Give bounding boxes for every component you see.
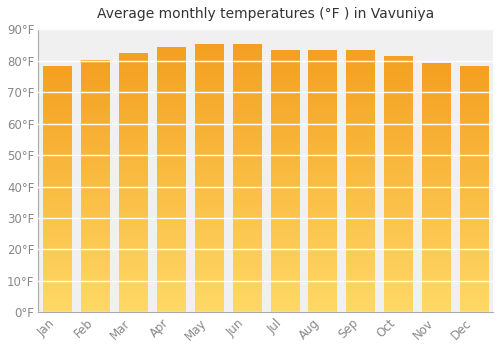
- Title: Average monthly temperatures (°F ) in Vavuniya: Average monthly temperatures (°F ) in Va…: [97, 7, 434, 21]
